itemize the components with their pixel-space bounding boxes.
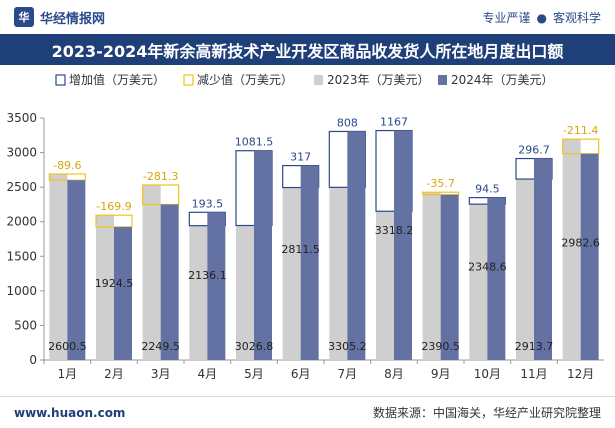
value-label-2024: 3305.2 xyxy=(328,340,367,353)
bar-2023 xyxy=(189,225,208,360)
x-tick-label: 1月 xyxy=(58,367,78,381)
value-label-2024: 2136.1 xyxy=(188,269,227,282)
change-label: -169.9 xyxy=(96,200,131,213)
value-label-2024: 2913.7 xyxy=(515,340,554,353)
change-label: 808 xyxy=(337,116,358,129)
y-tick-label: 3500 xyxy=(6,111,37,125)
bar-2023 xyxy=(96,215,114,360)
chart-title: 2023-2024年新余高新技术产业开发区商品收发货人所在地月度出口额 xyxy=(51,41,564,61)
legend-label: 2023年（万美元） xyxy=(327,73,430,87)
y-tick-label: 3000 xyxy=(6,146,37,160)
legend-swatch xyxy=(183,74,194,86)
y-tick-label: 2000 xyxy=(6,215,37,229)
bar-2023 xyxy=(469,204,488,360)
y-tick-label: 1500 xyxy=(6,249,37,263)
bar-2024 xyxy=(487,197,506,360)
legend-label: 2024年（万美元） xyxy=(451,73,554,87)
bar-2024 xyxy=(254,150,272,360)
x-tick-label: 10月 xyxy=(474,367,501,381)
legend-swatch xyxy=(438,75,447,85)
value-label-2024: 2811.5 xyxy=(281,243,320,256)
value-label-2024: 2390.5 xyxy=(421,340,460,353)
legend-label: 增加值（万美元） xyxy=(69,72,165,87)
slogan-left: 专业严谨 xyxy=(482,10,531,25)
decrease-box xyxy=(48,173,86,181)
bar-2024 xyxy=(440,194,459,360)
footer-url: www.huaon.com xyxy=(14,405,126,420)
slogan-separator: ● xyxy=(536,10,547,25)
legend-swatch xyxy=(314,75,323,85)
value-label-2024: 2600.5 xyxy=(48,340,87,353)
bar-2024 xyxy=(300,165,319,360)
slogan-right: 客观科学 xyxy=(552,10,601,25)
brand: 华 华经情报网 xyxy=(14,7,105,27)
brand-name: 华经情报网 xyxy=(40,11,106,27)
change-label: 193.5 xyxy=(192,197,224,210)
x-tick-label: 9月 xyxy=(431,367,451,381)
value-label-2024: 2249.5 xyxy=(141,340,180,353)
x-tick-label: 4月 xyxy=(198,367,218,381)
x-tick-label: 3月 xyxy=(151,367,171,381)
value-label-2024: 3318.2 xyxy=(375,224,414,237)
x-tick-label: 7月 xyxy=(338,367,358,381)
change-label: 317 xyxy=(290,151,311,164)
top-bar: 华 华经情报网 专业严谨 ● 客观科学 xyxy=(0,0,615,34)
bar-2024 xyxy=(160,204,179,360)
bar-chart: 0 500 1000 1500 2000 2500 3000 3500 -89.6 2600.5 1… xyxy=(6,72,604,381)
bar-2023 xyxy=(422,192,441,360)
legend-swatch xyxy=(55,74,66,86)
bar-2023 xyxy=(236,225,254,360)
bar-2023 xyxy=(142,185,161,360)
change-label: -211.4 xyxy=(563,124,598,137)
bar-2023 xyxy=(376,211,394,360)
bar-2023 xyxy=(562,139,581,360)
change-label: 1167 xyxy=(380,116,408,129)
y-tick-label: 1000 xyxy=(6,284,37,298)
bar-2024 xyxy=(207,212,226,360)
change-label: -89.6 xyxy=(53,159,81,172)
title-bar: 2023-2024年新余高新技术产业开发区商品收发货人所在地月度出口额 xyxy=(0,34,615,65)
legend-label: 减少值（万美元） xyxy=(197,72,293,87)
x-tick-label: 5月 xyxy=(244,367,264,381)
value-label-2024: 1924.5 xyxy=(95,277,134,290)
change-label: 1081.5 xyxy=(235,136,274,149)
y-tick-label: 500 xyxy=(14,318,37,332)
bar-2023 xyxy=(516,179,534,360)
bar-2024 xyxy=(347,131,366,360)
value-label-2024: 2982.6 xyxy=(561,237,600,250)
bar-2024 xyxy=(394,130,412,360)
slogan: 专业严谨 ● 客观科学 xyxy=(482,9,601,26)
x-tick-label: 8月 xyxy=(384,367,404,381)
bar-2024 xyxy=(114,226,132,360)
y-tick-label: 2500 xyxy=(6,180,37,194)
x-tick-label: 2月 xyxy=(104,367,124,381)
bar-2023 xyxy=(49,173,68,360)
footer-source: 数据来源：中国海关，华经产业研究院整理 xyxy=(372,406,601,420)
bar-2023 xyxy=(329,187,348,360)
bar-2024 xyxy=(580,153,599,360)
value-label-2024: 2348.6 xyxy=(468,261,507,274)
change-label: -281.3 xyxy=(143,170,178,183)
change-label: 296.7 xyxy=(518,144,550,157)
value-label-2024: 3026.8 xyxy=(235,340,274,353)
change-label: -35.7 xyxy=(426,177,454,190)
footer: www.huaon.com 数据来源：中国海关，华经产业研究院整理 xyxy=(0,396,615,428)
x-tick-label: 11月 xyxy=(520,367,547,381)
x-tick-label: 12月 xyxy=(567,367,594,381)
bar-2023 xyxy=(282,187,301,360)
y-tick-label: 0 xyxy=(29,353,37,367)
change-label: 94.5 xyxy=(475,183,500,196)
logo-icon: 华 xyxy=(14,7,34,27)
x-tick-label: 6月 xyxy=(291,367,311,381)
bar-2024 xyxy=(534,158,552,360)
bar-2024 xyxy=(67,180,86,360)
